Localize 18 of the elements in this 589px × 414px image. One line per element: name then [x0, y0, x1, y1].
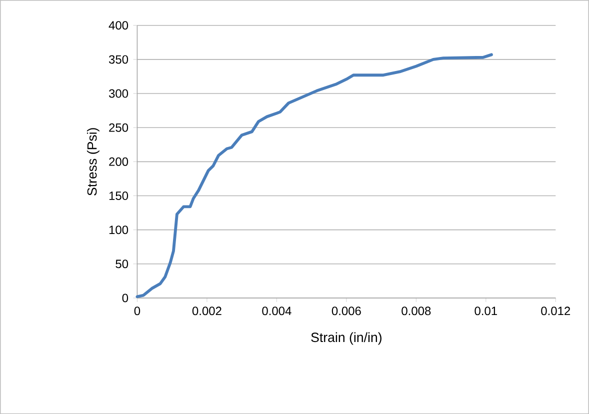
x-tick-label: 0 [134, 306, 140, 316]
y-axis-title: Stress (Psi) [86, 128, 100, 196]
y-tick-label: 250 [109, 123, 128, 132]
x-axis-title: Strain (in/in) [311, 332, 382, 345]
y-tick-label: 150 [109, 191, 128, 200]
y-tick-label: 400 [108, 21, 128, 30]
y-tick-label: 50 [116, 260, 128, 268]
y-tick-label: 200 [109, 157, 128, 166]
y-tick-label: 300 [108, 89, 128, 98]
x-tick-label: 0.006 [332, 306, 361, 316]
x-tick-label: 0.004 [262, 306, 292, 316]
x-tick-label: 0.01 [474, 306, 497, 316]
y-tick-label: 0 [122, 294, 128, 302]
x-tick-label: 0.002 [192, 306, 222, 316]
y-tick-label: 100 [109, 225, 128, 234]
x-tick-label: 0.012 [541, 306, 570, 316]
x-tick-label: 0.008 [402, 306, 431, 316]
y-tick-label: 350 [108, 55, 128, 64]
